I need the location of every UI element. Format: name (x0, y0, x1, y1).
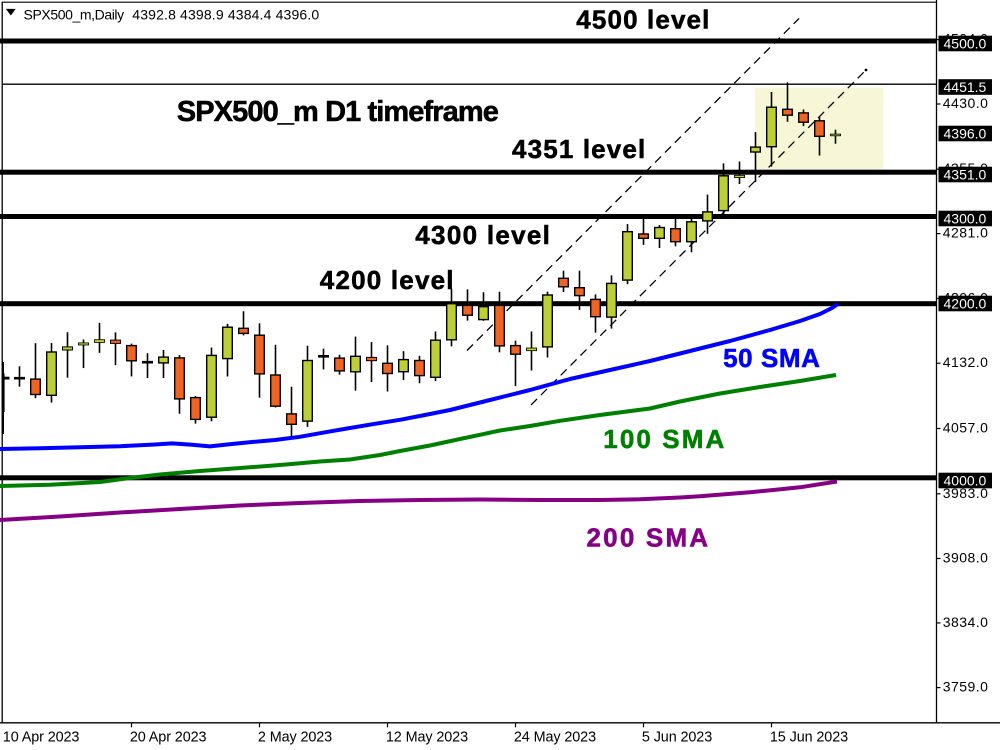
svg-text:4300 level: 4300 level (415, 220, 551, 250)
svg-text:SPX500_m D1 timeframe: SPX500_m D1 timeframe (177, 96, 499, 128)
svg-text:2 May 2023: 2 May 2023 (258, 729, 332, 745)
svg-text:4281.0: 4281.0 (943, 225, 989, 241)
svg-text:3983.0: 3983.0 (943, 485, 989, 501)
svg-text:4300.0: 4300.0 (944, 211, 987, 227)
svg-text:100 SMA: 100 SMA (603, 424, 726, 454)
svg-text:3908.0: 3908.0 (943, 550, 989, 566)
svg-text:5 Jun 2023: 5 Jun 2023 (642, 729, 712, 745)
svg-text:4396.0: 4396.0 (944, 126, 987, 142)
svg-text:10 Apr 2023: 10 Apr 2023 (3, 729, 80, 745)
svg-text:20 Apr 2023: 20 Apr 2023 (130, 729, 207, 745)
svg-text:4057.0: 4057.0 (943, 420, 989, 436)
svg-text:4351 level: 4351 level (512, 134, 646, 164)
svg-text:50 SMA: 50 SMA (723, 343, 820, 373)
svg-text:4430.0: 4430.0 (943, 95, 989, 111)
svg-text:4200 level: 4200 level (320, 265, 455, 295)
svg-text:4132.0: 4132.0 (943, 354, 989, 370)
svg-text:200 SMA: 200 SMA (587, 523, 711, 553)
svg-text:SPX500_m,Daily: SPX500_m,Daily (24, 7, 125, 23)
svg-text:4451.5: 4451.5 (944, 79, 987, 95)
svg-text:3759.0: 3759.0 (943, 679, 989, 695)
svg-text:24 May 2023: 24 May 2023 (514, 729, 596, 745)
svg-text:4392.8 4398.9 4384.4 4396.0: 4392.8 4398.9 4384.4 4396.0 (132, 7, 319, 23)
svg-text:4351.0: 4351.0 (944, 167, 987, 183)
svg-text:12 May 2023: 12 May 2023 (386, 729, 468, 745)
svg-text:4500.0: 4500.0 (944, 36, 987, 52)
svg-text:4000.0: 4000.0 (944, 473, 987, 489)
svg-text:3834.0: 3834.0 (943, 614, 989, 630)
svg-text:15 Jun 2023: 15 Jun 2023 (770, 729, 848, 745)
svg-text:4200.0: 4200.0 (944, 296, 987, 312)
svg-text:4500 level: 4500 level (576, 5, 710, 35)
